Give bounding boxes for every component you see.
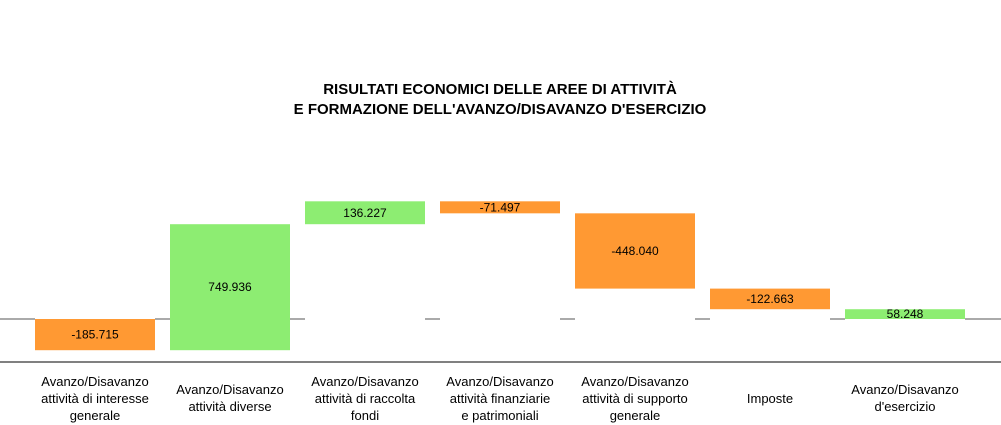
category-label-line: d'esercizio — [874, 399, 936, 414]
category-label-3: Avanzo/Disavanzo attività di raccolta fond… — [300, 373, 430, 424]
category-label-4: Avanzo/Disavanzo attività finanziarie e pa… — [435, 373, 565, 424]
category-label-line: Avanzo/Disavanzo — [446, 374, 554, 389]
category-label-line: attività finanziarie — [449, 391, 551, 406]
data-label-5: -448.040 — [611, 244, 659, 258]
category-label-line: Avanzo/Disavanzo — [311, 374, 419, 389]
category-label-2: Avanzo/Disavanzo attività diverse — [165, 381, 295, 415]
chart-title-line-1: RISULTATI ECONOMICI DELLE AREE DI ATTIVI… — [323, 81, 677, 98]
category-label-line: Avanzo/Disavanzo — [176, 382, 284, 397]
data-label-2: 749.936 — [208, 280, 252, 294]
bar-2 — [170, 224, 290, 351]
data-label-4: -71.497 — [480, 200, 521, 214]
category-label-line: attività diverse — [188, 399, 272, 414]
category-label-line: fondi — [350, 408, 380, 423]
category-label-line: attività di supporto — [582, 391, 688, 406]
category-label-1: Avanzo/Disavanzo attività di interesse gen… — [30, 373, 160, 424]
bar-4 — [440, 201, 560, 214]
bar-6 — [710, 288, 830, 310]
bar-1 — [35, 319, 155, 351]
category-label-7: Avanzo/Disavanzo d'esercizio — [840, 381, 970, 415]
category-label-line: attività di interesse — [41, 391, 149, 406]
bar-5 — [575, 213, 695, 289]
category-label-line: generale — [609, 408, 661, 423]
data-label-3: 136.227 — [343, 206, 387, 220]
category-label-5: Avanzo/Disavanzo attività di supporto gene… — [570, 373, 700, 424]
category-label-line: Avanzo/Disavanzo — [851, 382, 959, 397]
category-label-line: Avanzo/Disavanzo — [581, 374, 689, 389]
category-label-line: e patrimoniali — [461, 408, 539, 423]
chart-title-line-2: E FORMAZIONE DELL'AVANZO/DISAVANZO D'ESE… — [294, 101, 707, 118]
category-label-line: Imposte — [746, 391, 794, 406]
category-label-6: Imposte — [705, 390, 835, 407]
data-label-6: -122.663 — [746, 292, 794, 306]
category-label-line: generale — [69, 408, 121, 423]
bar-7 — [845, 309, 965, 319]
category-label-line: attività di raccolta — [314, 391, 416, 406]
bar-3 — [305, 201, 425, 225]
category-label-line: Avanzo/Disavanzo — [41, 374, 149, 389]
data-label-7: 58.248 — [887, 307, 924, 321]
data-label-1: -185.715 — [71, 328, 119, 342]
